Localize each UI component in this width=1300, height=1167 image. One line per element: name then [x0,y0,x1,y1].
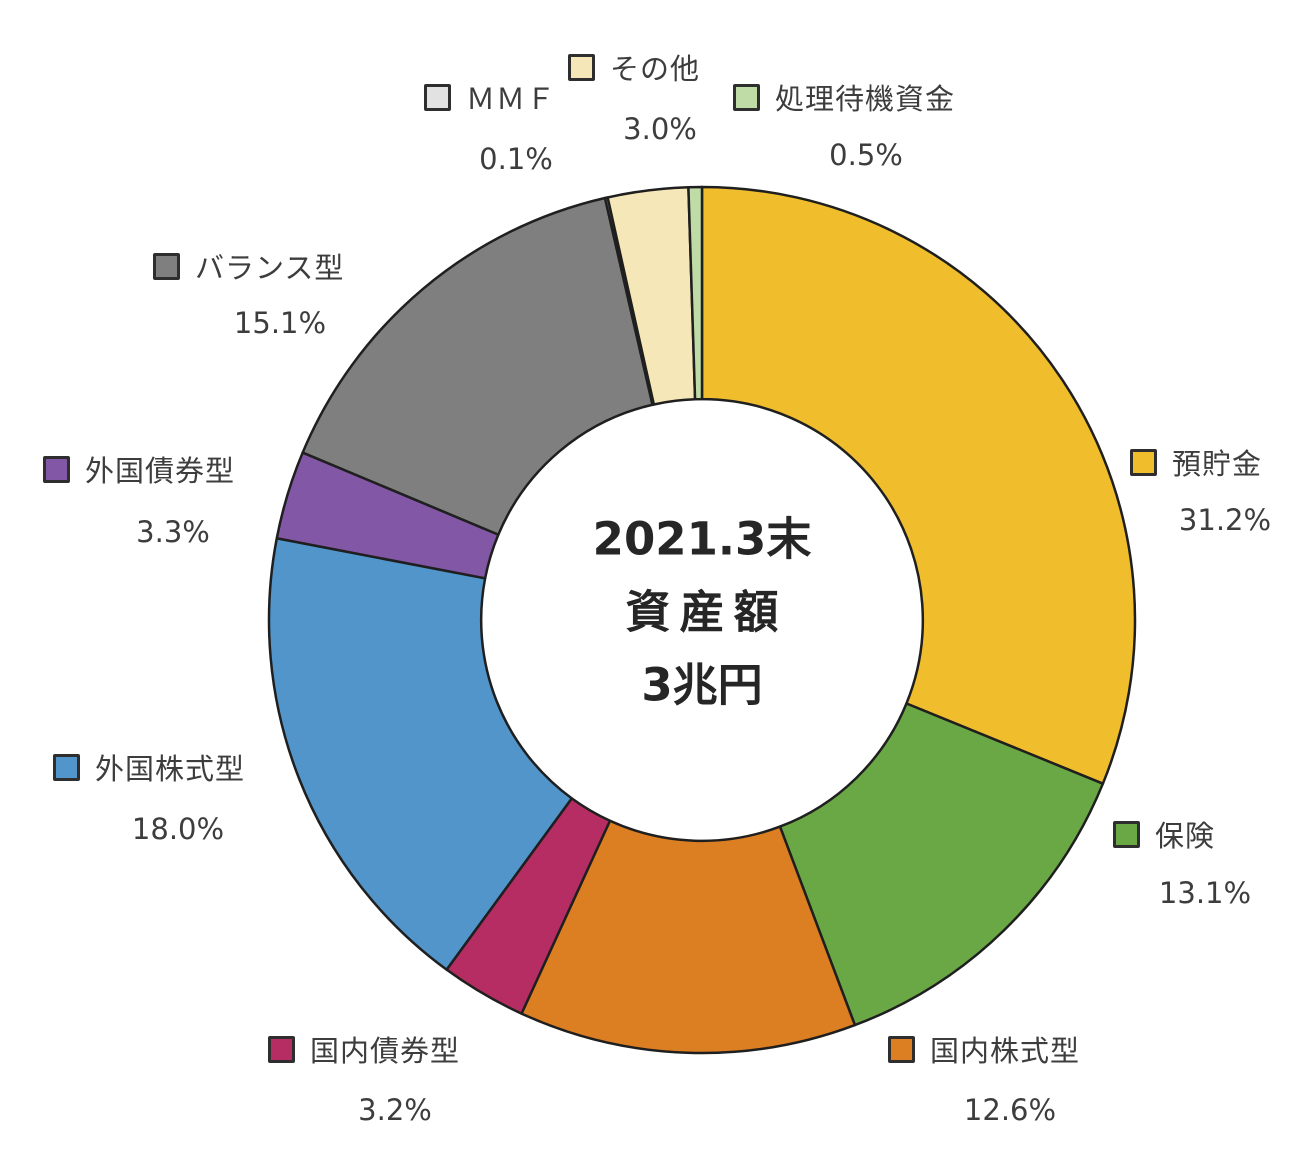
legend-label: ＭＭＦ [466,82,557,116]
legend-swatch-icon [153,252,180,280]
legend-percent: 13.1% [1158,876,1252,910]
legend-item-balanced: バランス型 15.1% [153,245,344,340]
legend-row: 保険 [1113,813,1215,855]
legend-label: 外国株式型 [95,752,246,786]
legend-swatch-icon [424,83,451,111]
legend-percent: 12.6% [963,1093,1057,1127]
legend-item-domestic-bond: 国内債券型 3.2% [268,1028,460,1127]
legend-row: 国内債券型 [268,1028,460,1070]
legend-row: 処理待機資金 [733,76,955,118]
pie-slice-6 [301,196,654,536]
legend-row: 国内株式型 [888,1028,1080,1070]
legend-label: 外国債券型 [85,454,236,488]
legend-swatch-icon [43,455,70,483]
legend-item-domestic-equity: 国内株式型 12.6% [888,1028,1080,1127]
legend-row: 外国株式型 [53,746,245,788]
legend-row: 預貯金 [1130,441,1262,483]
legend-percent: 31.2% [1178,503,1272,537]
legend-item-foreign-bond: 外国債券型 3.3% [43,448,235,549]
center-caption-asset: 資産額 [625,585,788,639]
center-caption-date: 2021.3末 [592,512,812,566]
legend-label: その他 [610,52,701,86]
legend-item-mmf: ＭＭＦ 0.1% [424,76,556,176]
pie-slice-2 [520,819,857,1055]
legend-percent: 3.2% [358,1093,432,1127]
legend-label: 国内株式型 [930,1034,1081,1068]
legend-row: ＭＭＦ [424,76,556,118]
legend-row: 外国債券型 [43,448,235,490]
center-caption-amount: 3兆円 [641,658,763,712]
legend-percent: 3.3% [136,515,210,549]
legend-percent: 3.0% [623,112,697,146]
legend-label: 保険 [1155,819,1216,853]
legend-percent: 18.0% [131,812,225,846]
legend-label: 処理待機資金 [775,82,956,116]
legend-label: 国内債券型 [310,1034,461,1068]
pie-slice-0 [700,185,1137,785]
legend-swatch-icon [268,1035,295,1063]
legend-item-deposits: 預貯金 31.2% [1130,441,1271,537]
legend-label: バランス型 [195,251,345,285]
legend-percent: 0.1% [479,142,553,176]
pie-slice-9 [687,185,704,401]
legend-swatch-icon [888,1035,915,1063]
legend-row: バランス型 [153,245,344,287]
legend-row: その他 [568,46,700,88]
pie-slice-4 [267,537,573,971]
legend-swatch-icon [733,83,760,111]
legend-swatch-icon [1130,448,1157,476]
legend-swatch-icon [53,753,80,781]
center-caption: 2021.3末 資産額 3兆円 [593,503,812,722]
legend-label: 預貯金 [1172,447,1263,481]
legend-swatch-icon [568,53,595,81]
legend-percent: 15.1% [233,306,327,340]
legend-item-insurance: 保険 13.1% [1113,813,1251,910]
legend-item-foreign-equity: 外国株式型 18.0% [53,746,245,846]
legend-percent: 0.5% [829,138,903,172]
legend-swatch-icon [1113,820,1140,848]
pie-slice-1 [778,702,1105,1027]
legend-item-other: その他 3.0% [568,46,700,146]
legend-item-pending-funds: 処理待機資金 0.5% [733,76,955,172]
